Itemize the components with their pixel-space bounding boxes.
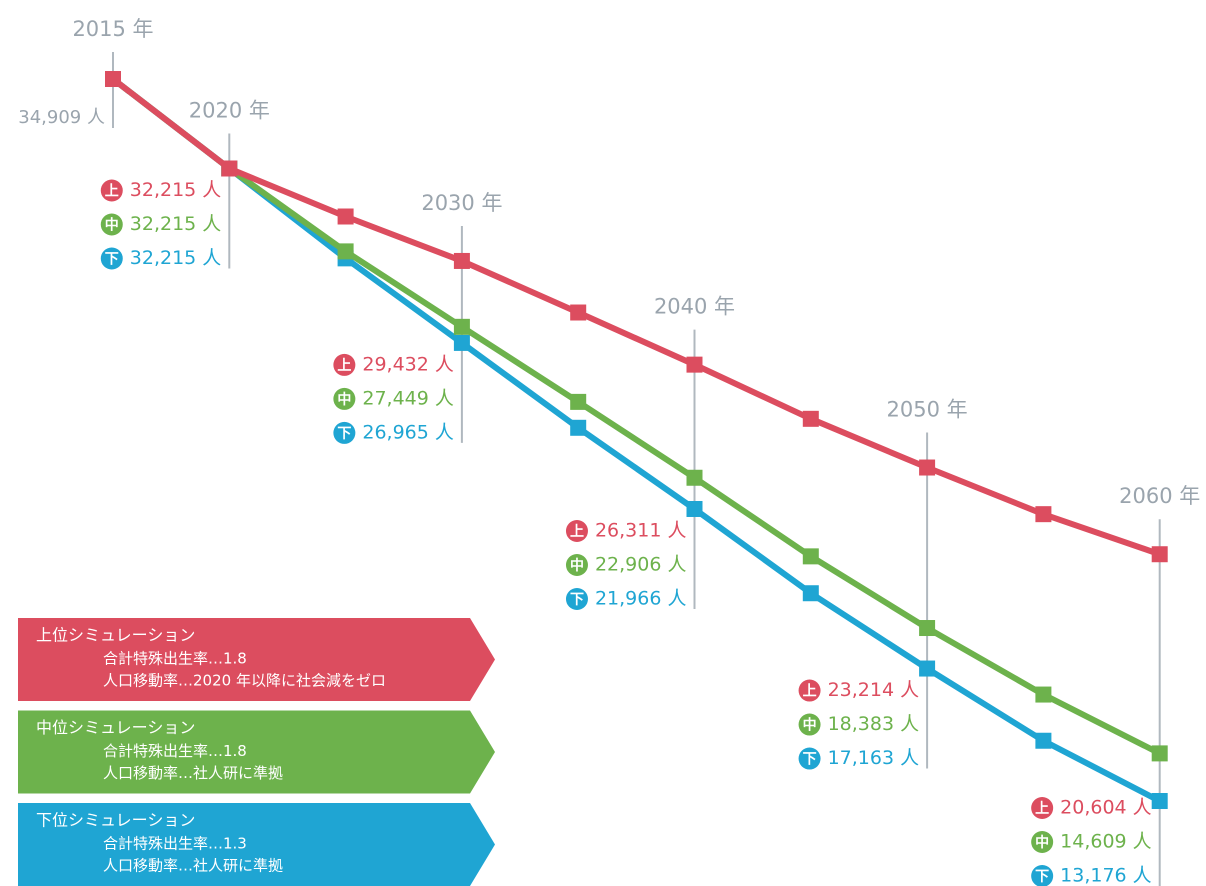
series-icon-text: 上 xyxy=(337,358,351,374)
point-marker xyxy=(570,304,587,321)
series-icon xyxy=(333,387,356,410)
point-marker xyxy=(802,410,819,427)
legend-title: 上位シミュレーション xyxy=(36,626,195,645)
series-line xyxy=(111,76,1162,757)
series-icon xyxy=(1031,831,1054,853)
point-marker xyxy=(686,500,703,517)
x-tick-label: 2040 年 xyxy=(654,295,735,319)
point-marker xyxy=(1035,686,1052,703)
legend-box xyxy=(18,710,495,794)
legend-note: 人口移動率…社人研に準拠 xyxy=(103,857,283,875)
point-marker xyxy=(919,620,936,637)
x-tick-label: 2030 年 xyxy=(421,191,502,215)
series-icon xyxy=(798,679,821,702)
x-tick-label: 2060 年 xyxy=(1119,484,1200,508)
value-label: 26,311 人 xyxy=(595,519,687,541)
series-icon xyxy=(1031,865,1054,886)
value-label: 20,604 人 xyxy=(1060,797,1152,819)
series-icon-text: 下 xyxy=(570,592,584,608)
legend-note: 合計特殊出生率…1.8 xyxy=(103,742,247,760)
value-label: 32,215 人 xyxy=(130,179,222,201)
point-marker xyxy=(1151,793,1168,809)
point-marker xyxy=(453,334,470,351)
series-icon xyxy=(798,747,821,770)
point-marker xyxy=(686,356,703,373)
series-icon xyxy=(798,713,821,736)
value-label: 29,432 人 xyxy=(362,353,454,375)
point-marker xyxy=(453,318,470,335)
legend-title: 中位シミュレーション xyxy=(36,718,195,737)
value-label: 21,966 人 xyxy=(595,587,687,609)
x-tick-label: 2015 年 xyxy=(72,17,153,41)
series-icon-text: 下 xyxy=(337,426,351,442)
series-icon-text: 中 xyxy=(337,391,351,408)
point-marker xyxy=(1035,732,1052,749)
series-icon-text: 上 xyxy=(803,684,817,700)
series-icon-text: 中 xyxy=(1035,834,1049,851)
lines xyxy=(105,71,1168,809)
series-icon-text: 下 xyxy=(803,752,817,768)
point-marker xyxy=(570,419,587,436)
point-marker xyxy=(802,548,819,565)
value-label: 17,163 人 xyxy=(828,747,920,769)
series-icon xyxy=(1031,797,1054,819)
value-label: 22,906 人 xyxy=(595,553,687,575)
series-icon-text: 上 xyxy=(570,524,584,540)
point-marker xyxy=(105,71,121,87)
series-icon xyxy=(565,519,588,542)
point-marker xyxy=(686,469,703,486)
series-icon-text: 中 xyxy=(803,717,817,734)
point-marker xyxy=(570,393,587,410)
point-marker xyxy=(337,208,354,225)
series-line xyxy=(111,76,1161,558)
value-label: 18,383 人 xyxy=(828,713,920,735)
value-label: 14,609 人 xyxy=(1060,831,1152,853)
legend-note: 人口移動率…社人研に準拠 xyxy=(103,764,283,782)
series-icon xyxy=(565,587,588,610)
series-icon-text: 中 xyxy=(105,216,119,233)
series-icon xyxy=(333,353,356,376)
point-marker xyxy=(802,585,819,602)
x-tick-label: 2050 年 xyxy=(887,398,968,422)
series-icon-text: 上 xyxy=(1035,801,1049,817)
series-icon-text: 下 xyxy=(105,251,119,267)
value-label: 26,965 人 xyxy=(362,421,454,443)
value-label: 32,215 人 xyxy=(130,247,222,269)
point-marker xyxy=(919,660,936,677)
point-marker xyxy=(1151,745,1168,762)
point-marker xyxy=(1035,506,1052,523)
series-icon-text: 中 xyxy=(570,557,584,574)
series-icon xyxy=(100,247,123,270)
point-marker xyxy=(919,459,936,476)
point-marker xyxy=(1151,546,1168,563)
legend-title: 下位シミュレーション xyxy=(36,811,195,830)
value-label: 32,215 人 xyxy=(130,213,222,235)
legend-box xyxy=(18,803,495,886)
legend-note: 合計特殊出生率…1.8 xyxy=(103,650,247,668)
series-icon-text: 上 xyxy=(105,183,119,199)
legend-note: 合計特殊出生率…1.3 xyxy=(103,835,247,853)
value-label: 34,909 人 xyxy=(18,107,105,128)
legend-note: 人口移動率…2020 年以降に社会減をゼロ xyxy=(103,672,386,690)
value-label: 23,214 人 xyxy=(828,679,920,701)
series-icon xyxy=(565,553,588,576)
series-icon xyxy=(100,179,123,202)
series-icon xyxy=(100,213,123,236)
value-label: 27,449 人 xyxy=(362,387,454,409)
value-label: 13,176 人 xyxy=(1060,865,1152,886)
point-marker xyxy=(337,243,354,260)
series-icon-text: 下 xyxy=(1035,869,1049,885)
series-icon xyxy=(333,421,356,444)
x-tick-label: 2020 年 xyxy=(189,98,270,122)
point-marker xyxy=(453,252,470,269)
legend-box xyxy=(18,618,495,701)
point-marker xyxy=(221,160,238,177)
